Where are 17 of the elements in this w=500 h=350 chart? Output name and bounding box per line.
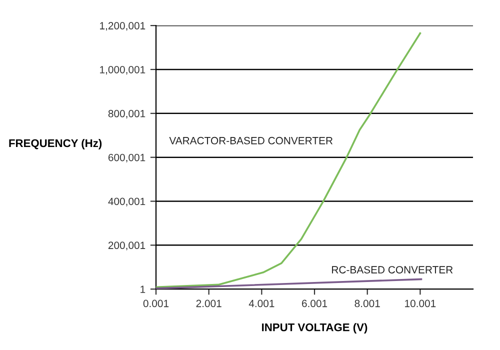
y-axis-title: FREQUENCY (Hz) (9, 138, 102, 150)
x-tick-label: 4.001 (248, 300, 274, 308)
x-axis-title: INPUT VOLTAGE (V) (262, 323, 368, 334)
x-tick-label: 2.001 (196, 300, 222, 308)
y-tick-label: 200,001 (108, 242, 146, 250)
y-tick-label: 1,000,001 (100, 66, 146, 75)
y-tick-label: 1,200,001 (100, 22, 146, 31)
y-tick-label: 600,001 (108, 154, 146, 162)
x-tick-label: 6.001 (302, 300, 328, 308)
y-tick-label: 800,001 (108, 110, 146, 119)
x-tick-label: 0.001 (143, 300, 169, 308)
y-tick-label: 1 (140, 286, 146, 293)
series-label: RC-BASED CONVERTER (332, 266, 453, 274)
series-label: VARACTOR-BASED CONVERTER (169, 136, 333, 144)
y-tick-label: 400,001 (108, 198, 146, 206)
x-tick-label: 10.001 (405, 300, 436, 308)
x-tick-label: 8.001 (354, 300, 380, 308)
